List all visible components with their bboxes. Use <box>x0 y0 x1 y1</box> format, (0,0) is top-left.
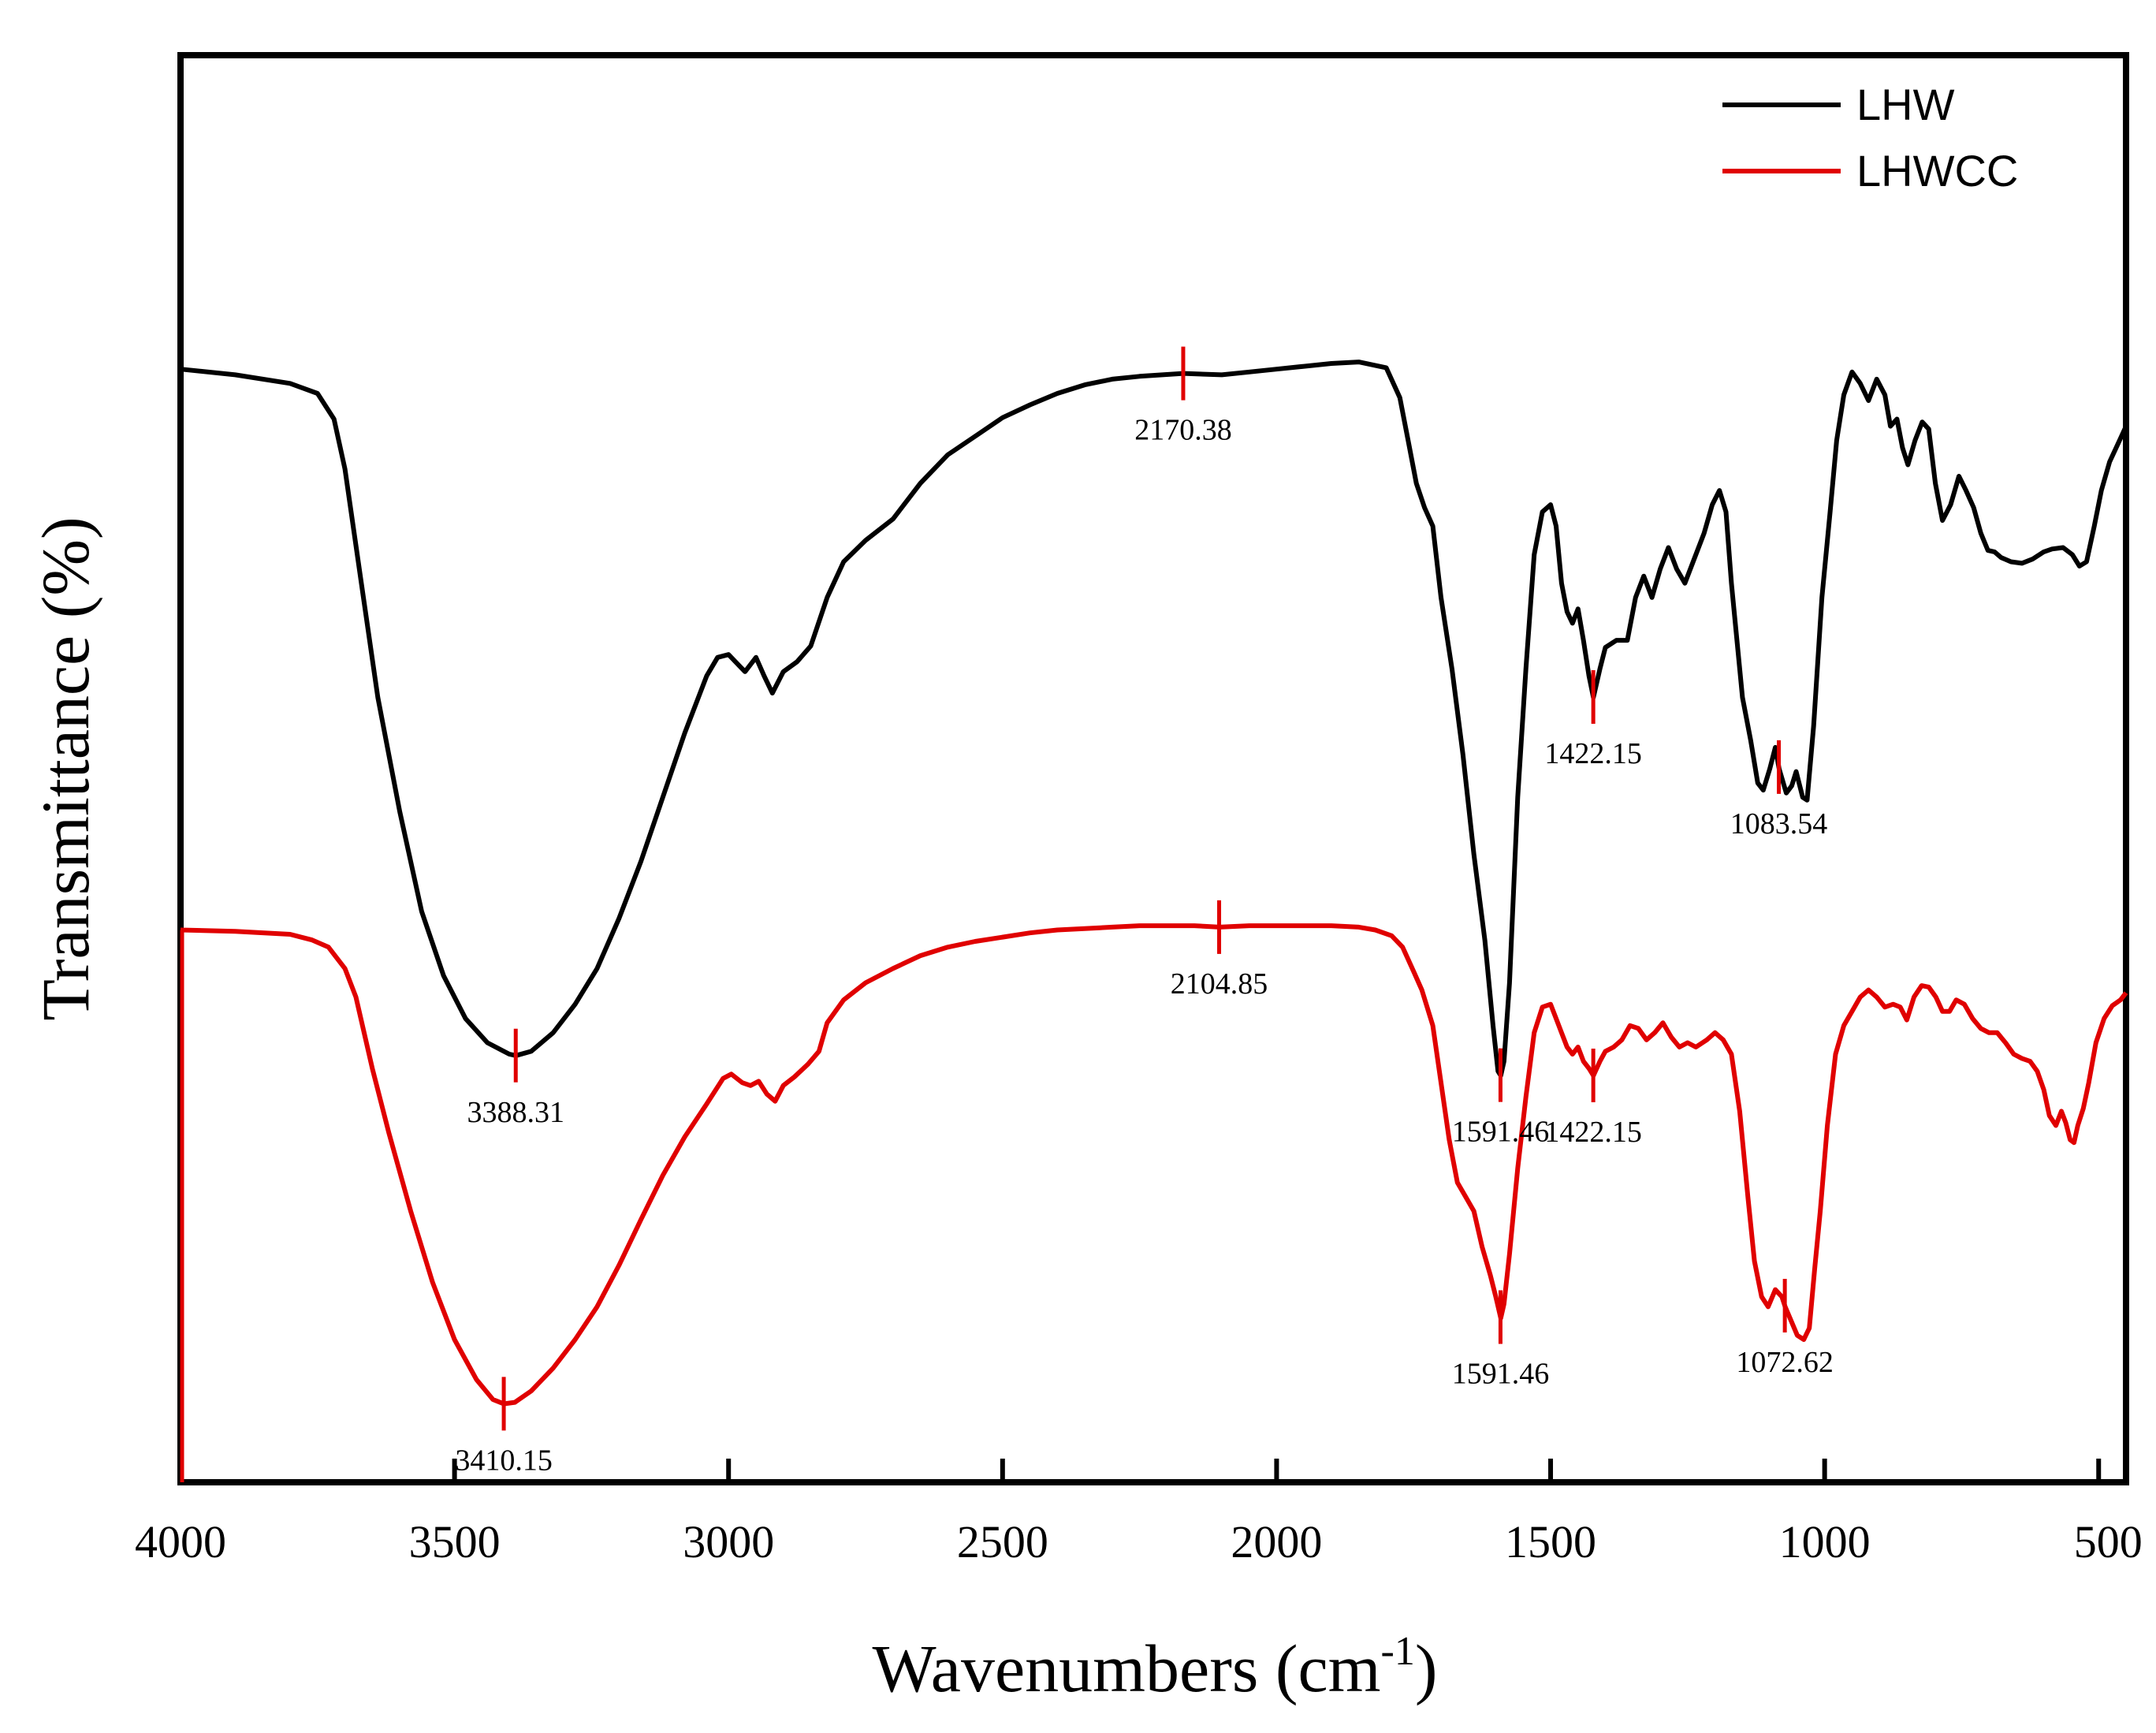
x-axis-title-main: Wavenumbers (cm <box>873 1631 1381 1706</box>
x-tick-label-2500: 2500 <box>957 1516 1048 1567</box>
legend-label-lhw: LHW <box>1856 80 1955 129</box>
y-axis-title: Transmittance (%) <box>28 516 103 1020</box>
peak-label-lhw-4: 1083.54 <box>1730 807 1828 840</box>
x-tick-label-1000: 1000 <box>1779 1516 1871 1567</box>
x-tick-label-4000: 4000 <box>135 1516 226 1567</box>
peak-label-lhwcc-3: 1422.15 <box>1544 1116 1642 1149</box>
peak-label-lhwcc-0: 3410.15 <box>455 1444 553 1477</box>
x-tick-label-2000: 2000 <box>1231 1516 1322 1567</box>
x-tick-label-3500: 3500 <box>409 1516 501 1567</box>
x-axis-title-superscript: -1 <box>1381 1629 1415 1674</box>
series-line-lhw <box>180 360 2128 1079</box>
x-tick-label-500: 500 <box>2074 1516 2143 1567</box>
peak-label-lhw-1: 2170.38 <box>1134 414 1232 447</box>
peak-label-lhwcc-2: 1591.46 <box>1452 1357 1550 1390</box>
legend: LHW LHWCC <box>1722 80 2018 196</box>
peak-label-lhw-3: 1422.15 <box>1544 737 1642 770</box>
x-tick-label-3000: 3000 <box>683 1516 774 1567</box>
peak-label-lhw-2: 1591.46 <box>1452 1116 1550 1149</box>
x-tick-label-1500: 1500 <box>1505 1516 1596 1567</box>
x-axis-title-close: ) <box>1415 1631 1438 1706</box>
series-line-lhwcc <box>180 923 2128 1407</box>
x-axis-title: Wavenumbers (cm-1) <box>873 1629 1438 1706</box>
x-axis-ticks: 4000 3500 3000 2500 2000 1500 1000 500 <box>135 1459 2143 1567</box>
peak-annotations: 3388.312170.381591.461422.151083.543410.… <box>455 346 1834 1477</box>
peak-label-lhw-0: 3388.31 <box>467 1096 565 1129</box>
peak-label-lhwcc-1: 2104.85 <box>1171 967 1268 1001</box>
plot-frame <box>177 52 2129 1485</box>
legend-label-lhwcc: LHWCC <box>1856 146 2018 196</box>
peak-label-lhwcc-4: 1072.62 <box>1736 1346 1834 1379</box>
series-layer <box>180 360 2128 1482</box>
